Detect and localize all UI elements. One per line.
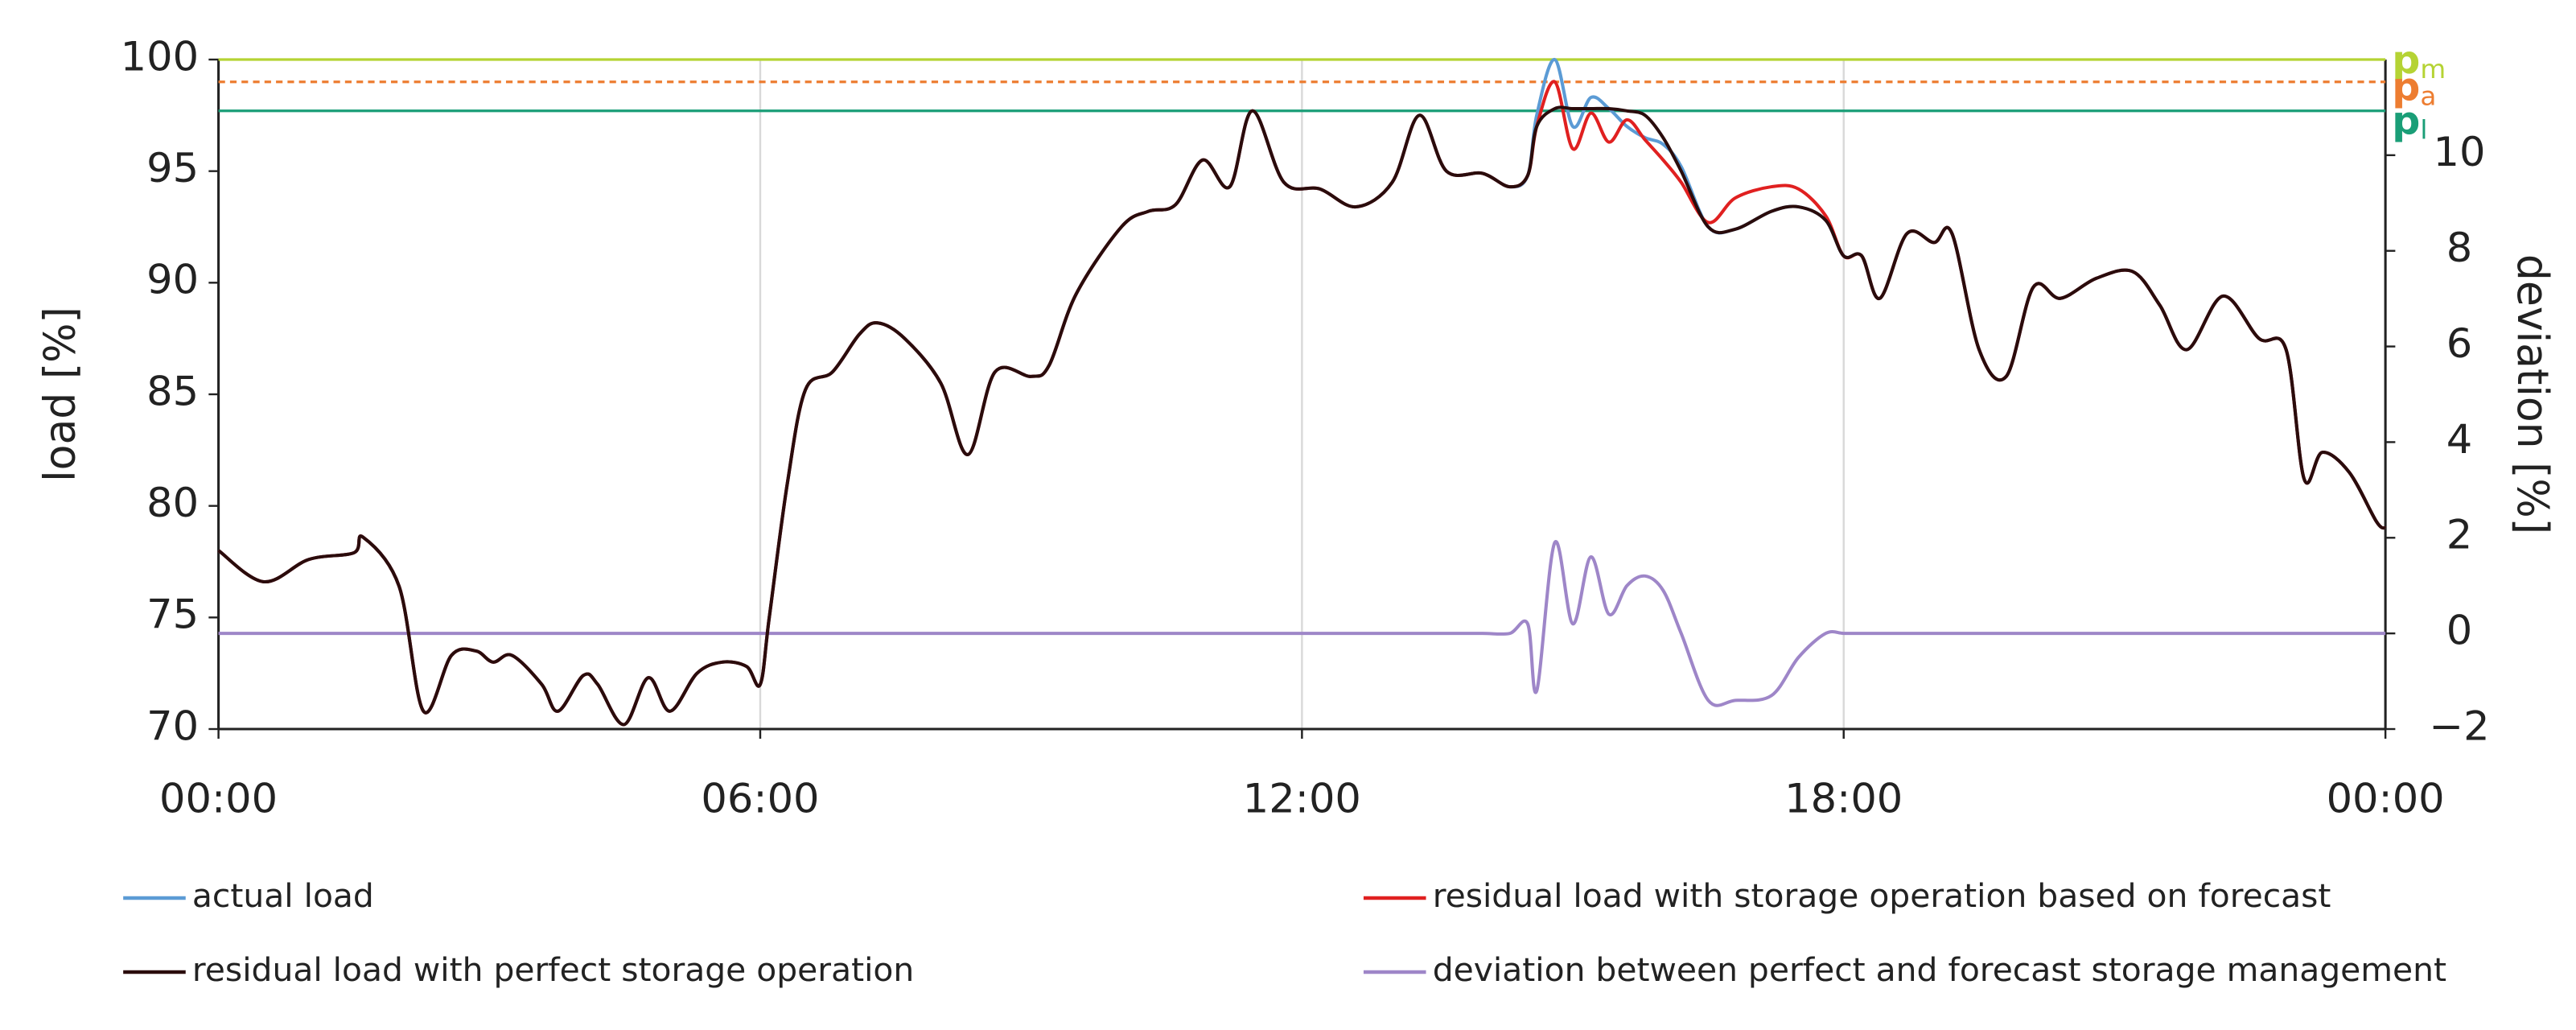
legend-label: residual load with storage operation bas… xyxy=(1433,876,2331,914)
y2-tick-label: 0 xyxy=(2446,607,2472,653)
y-axis-title: load [%] xyxy=(35,307,85,482)
series-line xyxy=(217,105,2387,727)
y-tick-label: 100 xyxy=(121,33,199,80)
reference-label: pa xyxy=(2392,65,2436,111)
legend-label: actual load xyxy=(192,876,374,914)
x-tick-label: 06:00 xyxy=(701,775,819,822)
y2-tick-label: −2 xyxy=(2429,702,2489,749)
y2-tick-label: 4 xyxy=(2446,415,2472,462)
legend-label: deviation between perfect and forecast s… xyxy=(1433,950,2446,988)
reference-name: p xyxy=(2392,65,2420,109)
x-tick-label: 00:00 xyxy=(2327,775,2445,822)
y2-tick-label: 8 xyxy=(2446,225,2472,271)
y2-tick-label: 10 xyxy=(2434,129,2486,175)
reference-subscript: m xyxy=(2420,54,2446,84)
y2-axis-title: deviation [%] xyxy=(2508,254,2557,534)
x-tick-label: 18:00 xyxy=(1784,775,1903,822)
y-tick-label: 80 xyxy=(146,480,199,526)
y-tick-label: 90 xyxy=(146,256,199,303)
y2-tick-label: 2 xyxy=(2446,511,2472,558)
y-tick-label: 95 xyxy=(146,145,199,192)
legend-label: residual load with perfect storage opera… xyxy=(192,950,914,988)
series-line xyxy=(218,540,2386,707)
reference-subscript: l xyxy=(2420,115,2427,146)
y-tick-label: 75 xyxy=(146,591,199,637)
reference-label: pm xyxy=(2392,38,2446,84)
reference-label: pl xyxy=(2392,99,2427,145)
y-tick-label: 85 xyxy=(146,368,199,414)
y-tick-label: 70 xyxy=(146,702,199,749)
reference-name: p xyxy=(2392,38,2420,82)
reference-subscript: a xyxy=(2420,81,2436,112)
x-tick-label: 00:00 xyxy=(159,775,278,822)
y2-tick-label: 6 xyxy=(2446,319,2472,366)
x-tick-label: 12:00 xyxy=(1243,775,1361,822)
reference-name: p xyxy=(2392,99,2420,143)
